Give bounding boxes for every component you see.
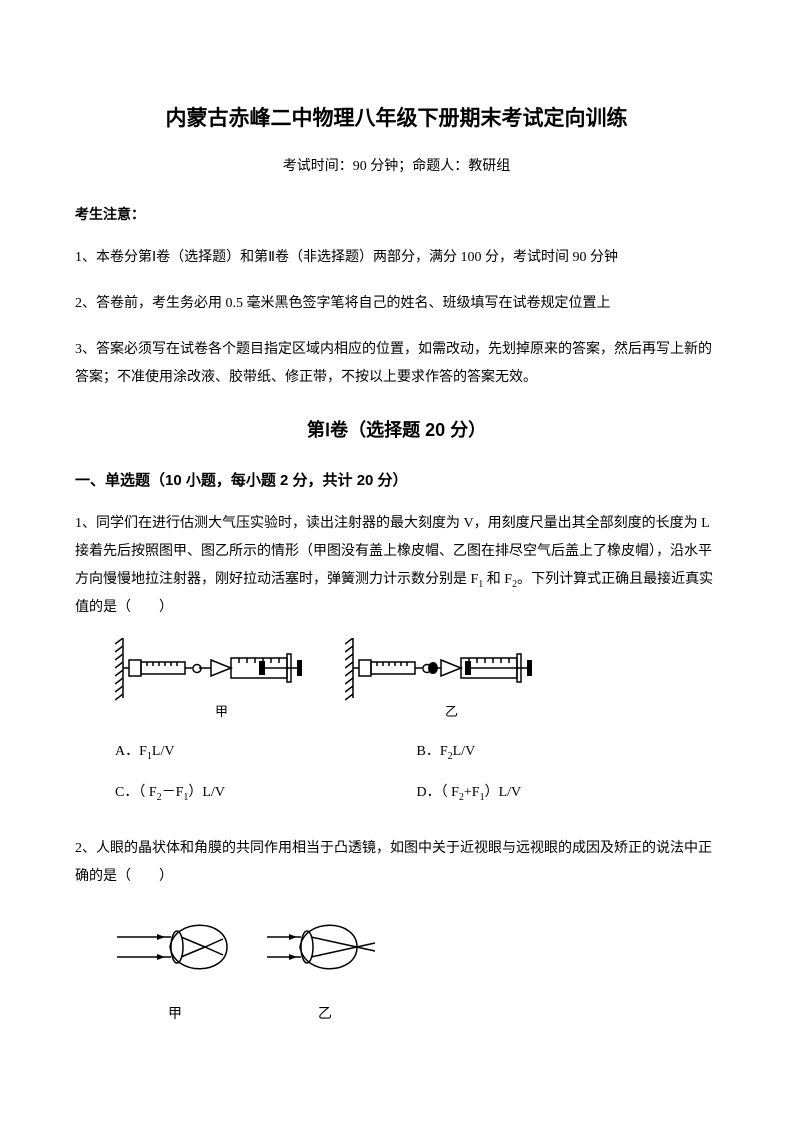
- q2-figure-jia-wrap: 甲: [115, 907, 235, 1027]
- q1-figure-yi: 乙: [345, 638, 555, 723]
- page-subtitle: 考试时间：90 分钟；命题人：教研组: [75, 154, 718, 179]
- subsection-1-heading: 一、单选题（10 小题，每小题 2 分，共计 20 分）: [75, 467, 718, 494]
- q2-figure-jia: [115, 907, 235, 987]
- q1-option-b: B．F2L/V: [417, 739, 719, 766]
- question-2: 2、人眼的晶状体和角膜的共同作用相当于凸透镜，如图中关于近视眼与远视眼的成因及矫…: [75, 835, 718, 891]
- q1-option-a: A．F1L/V: [115, 739, 417, 766]
- q1-options: A．F1L/V B．F2L/V C．（ F2－F1）L/V D．（ F2+F1）…: [115, 739, 718, 821]
- q1-opt-c-p1: C．（ F: [115, 785, 157, 800]
- notice-item-3: 3、答案必须写在试卷各个题目指定区域内相应的位置，如需改动，先划掉原来的答案，然…: [75, 336, 718, 392]
- q1-opt-c-p2: －F: [162, 785, 184, 800]
- q1-opt-c-p3: ）L/V: [188, 785, 225, 800]
- q1-text-p2: 和 F: [483, 572, 512, 587]
- q1-opt-d-p3: ）L/V: [485, 785, 522, 800]
- q1-fig-label-yi: 乙: [445, 704, 458, 719]
- q1-figure-row: 甲: [115, 638, 718, 723]
- notice-heading: 考生注意：: [75, 203, 718, 228]
- notice-item-2: 2、答卷前，考生务必用 0.5 毫米黑色签字笔将自己的姓名、班级填写在试卷规定位…: [75, 290, 718, 318]
- q1-opt-b-p1: B．F: [417, 744, 448, 759]
- q1-fig-label-jia: 甲: [215, 704, 228, 719]
- question-1: 1、同学们在进行估测大气压实验时，读出注射器的最大刻度为 V，用刻度尺量出其全部…: [75, 510, 718, 623]
- q2-fig-label-yi: 乙: [265, 1002, 385, 1027]
- q1-option-d: D．（ F2+F1）L/V: [417, 780, 719, 807]
- q1-opt-a-p1: A．F: [115, 744, 147, 759]
- q1-opt-b-p2: L/V: [453, 744, 476, 759]
- q1-figure-jia: 甲: [115, 638, 325, 723]
- q1-option-c: C．（ F2－F1）L/V: [115, 780, 417, 807]
- page-title: 内蒙古赤峰二中物理八年级下册期末考试定向训练: [75, 100, 718, 138]
- section-1-heading: 第Ⅰ卷（选择题 20 分）: [75, 414, 718, 446]
- notice-item-1: 1、本卷分第Ⅰ卷（选择题）和第Ⅱ卷（非选择题）两部分，满分 100 分，考试时间…: [75, 244, 718, 272]
- q2-figure-row: 甲 乙: [115, 907, 718, 1027]
- q1-opt-a-p2: L/V: [152, 744, 175, 759]
- q2-figure-yi: [265, 907, 385, 987]
- q1-opt-d-p2: +F: [464, 785, 480, 800]
- q2-fig-label-jia: 甲: [115, 1002, 235, 1027]
- q2-figure-yi-wrap: 乙: [265, 907, 385, 1027]
- q1-opt-d-p1: D．（ F: [417, 785, 459, 800]
